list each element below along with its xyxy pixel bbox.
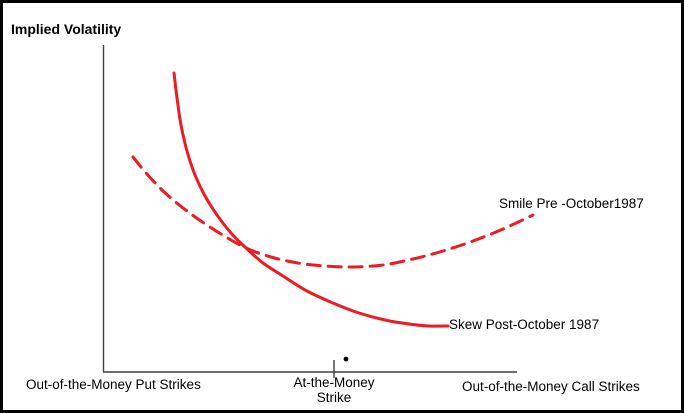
x-axis-label-otm-calls: Out-of-the-Money Call Strikes bbox=[462, 379, 640, 394]
chart-canvas bbox=[102, 45, 535, 378]
y-axis-title: Implied Volatility bbox=[11, 21, 122, 37]
atm-dot-marker bbox=[343, 356, 349, 362]
atm-label-line1: At-the-Money bbox=[293, 375, 375, 390]
smile-curve-dashed bbox=[131, 155, 535, 269]
atm-label-line2: Strike bbox=[316, 390, 352, 405]
x-axis-label-otm-puts: Out-of-the-Money Put Strikes bbox=[26, 377, 201, 392]
skew-curve-solid bbox=[172, 71, 450, 328]
x-axis-label-atm: At-the-Money Strike bbox=[274, 375, 394, 405]
skew-series-label: Skew Post-October 1987 bbox=[449, 317, 600, 332]
smile-series-label: Smile Pre -October1987 bbox=[499, 196, 644, 211]
